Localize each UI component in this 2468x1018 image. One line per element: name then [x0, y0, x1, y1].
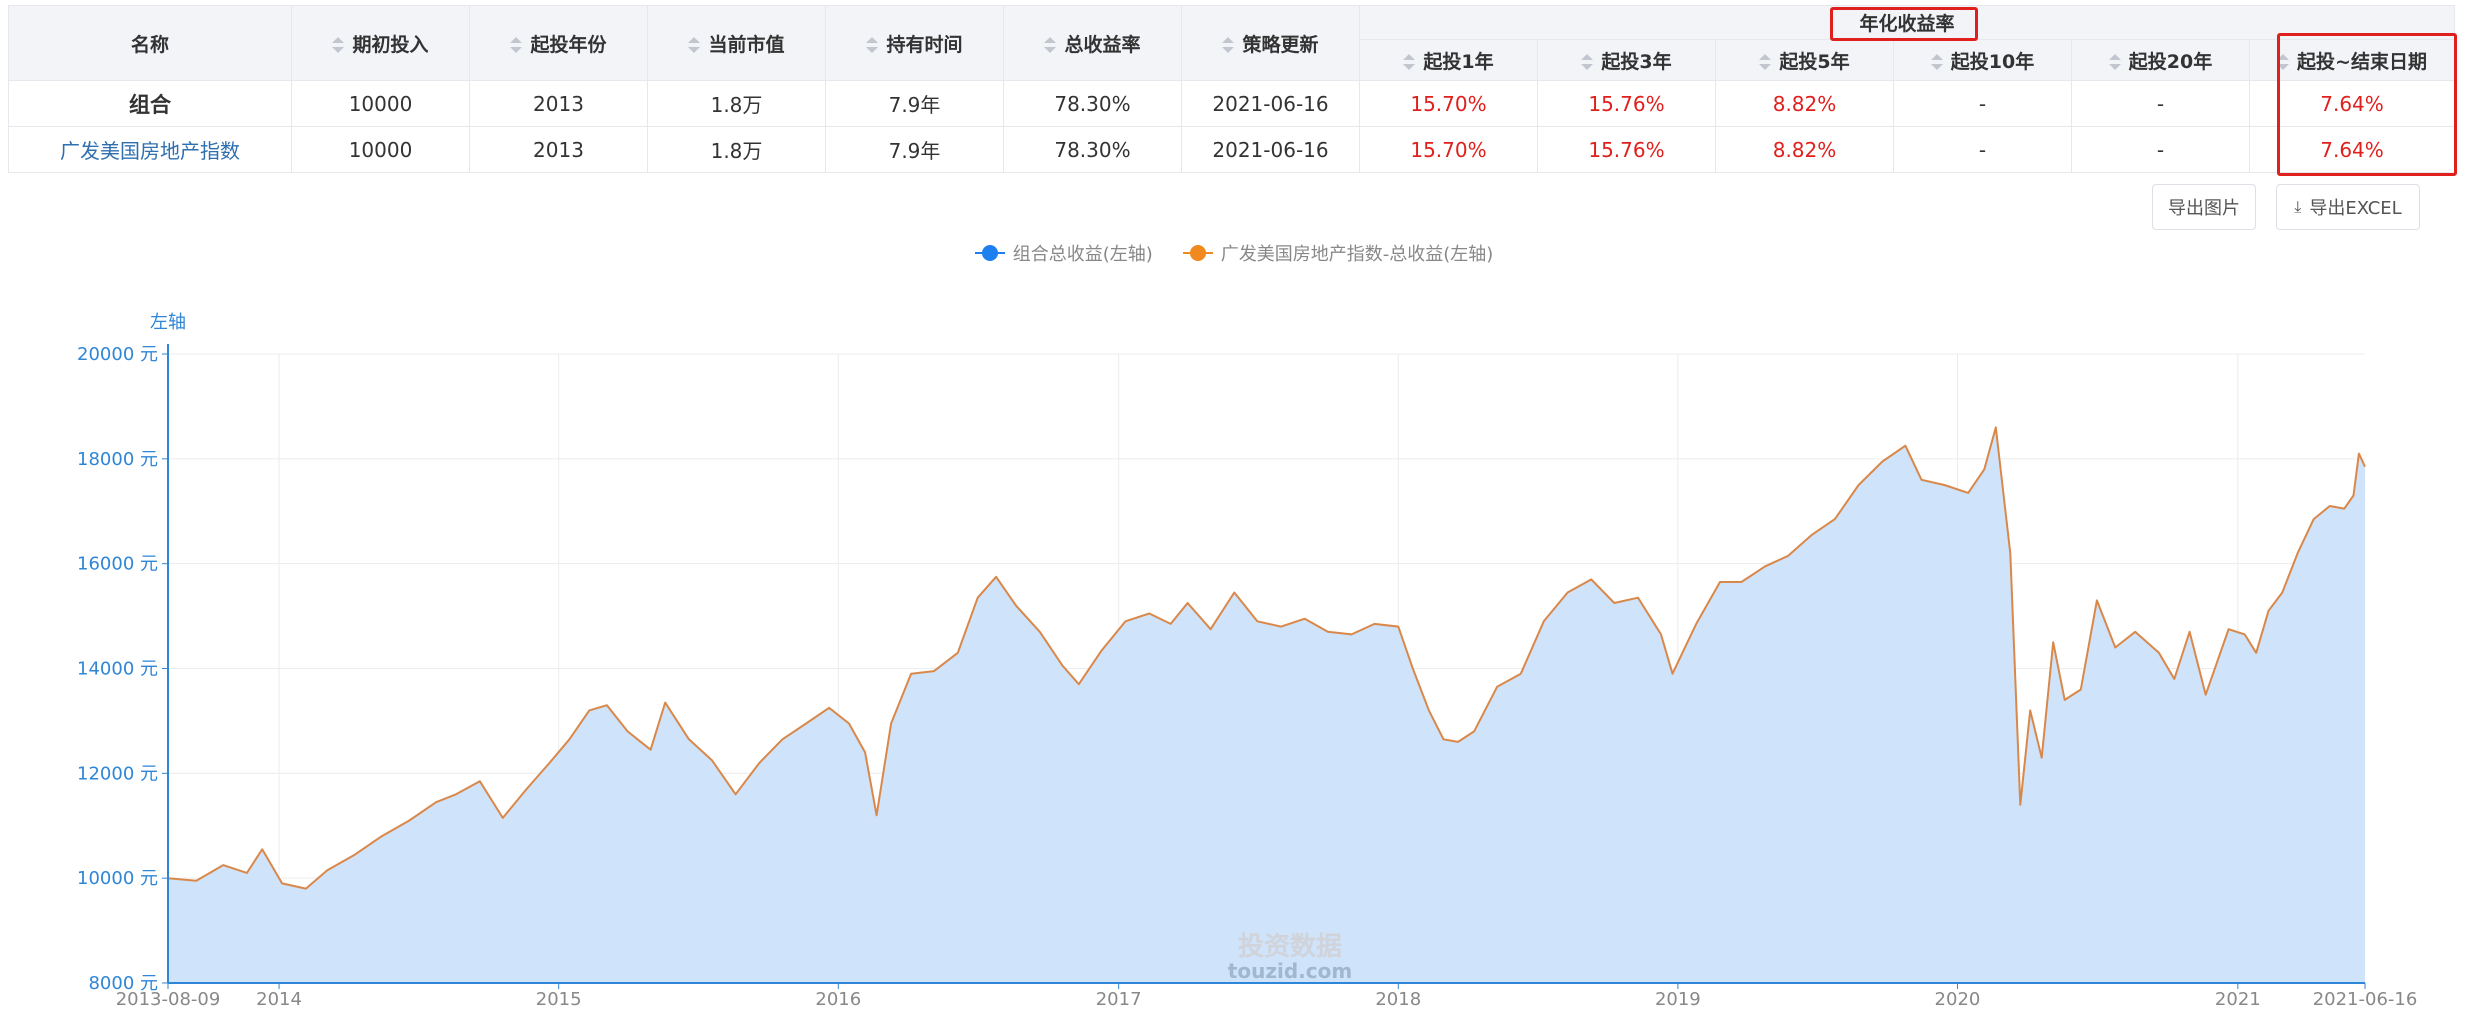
row-name: 组合 — [8, 80, 292, 127]
x-tick-label: 2014 — [256, 989, 302, 1010]
cell-since-start: 7.64% — [2248, 126, 2456, 173]
sort-icon — [866, 37, 879, 53]
col-since-start-header[interactable]: 起投~结束日期 — [2248, 39, 2456, 81]
legend-label: 广发美国房地产指数-总收益(左轴) — [1220, 244, 1494, 265]
cell-strategy-update: 2021-06-16 — [1181, 126, 1360, 173]
cell-holding-time: 7.9年 — [825, 80, 1004, 127]
annualized-return-group-header: 年化收益率 — [1358, 5, 2456, 40]
col-y10-header[interactable]: 起投10年 — [1893, 39, 2072, 81]
series-area-fill — [168, 427, 2365, 983]
download-icon: ⤓ — [2294, 197, 2302, 216]
cell-total-return: 78.30% — [1003, 126, 1182, 173]
col-name-header: 名称 — [8, 5, 292, 81]
sort-icon — [1222, 37, 1235, 53]
sort-icon — [2108, 54, 2121, 70]
y-tick-label: 10000 元 — [77, 868, 158, 889]
cell-y10: - — [1893, 80, 2072, 127]
cell-y3: 15.76% — [1537, 126, 1716, 173]
cell-y5: 8.82% — [1715, 80, 1894, 127]
sort-icon — [1581, 54, 1594, 70]
x-tick-label: 2016 — [815, 989, 861, 1010]
cell-y10: - — [1893, 126, 2072, 173]
cell-holding-time: 7.9年 — [825, 126, 1004, 173]
x-tick-label: 2017 — [1096, 989, 1142, 1010]
series-area-layer — [167, 426, 2366, 983]
cell-strategy-update: 2021-06-16 — [1181, 80, 1360, 127]
sort-icon — [1930, 54, 1943, 70]
cell-y1: 15.70% — [1359, 80, 1538, 127]
series-line — [167, 426, 2366, 890]
chart-legend: 组合总收益(左轴) 广发美国房地产指数-总收益(左轴) — [0, 240, 2468, 266]
x-tick-label: 2020 — [1935, 989, 1981, 1010]
col-holding-time-header[interactable]: 持有时间 — [825, 5, 1004, 81]
y-tick-label: 12000 元 — [77, 763, 158, 784]
cell-since-start: 7.64% — [2248, 80, 2456, 127]
sort-icon — [2277, 54, 2290, 70]
cell-start-year: 2013 — [469, 126, 648, 173]
cell-total-return: 78.30% — [1003, 80, 1182, 127]
col-total-return-header[interactable]: 总收益率 — [1003, 5, 1182, 81]
legend-marker-icon — [1182, 244, 1213, 262]
legend-marker-icon — [974, 244, 1005, 262]
export-excel-button[interactable]: ⤓ 导出EXCEL — [2276, 184, 2420, 230]
col-y3-header[interactable]: 起投3年 — [1537, 39, 1716, 81]
y-tick-label: 20000 元 — [77, 344, 158, 365]
col-start-year-header[interactable]: 起投年份 — [469, 5, 648, 81]
sort-icon — [1403, 54, 1416, 70]
returns-table: 名称 期初投入 起投年份 当前市值 持有时间 总收益率 策略更新 年化收益率 起… — [8, 5, 2456, 173]
cell-initial-investment: 10000 — [291, 80, 470, 127]
y-axis-name: 左轴 — [150, 312, 186, 333]
sort-icon — [510, 37, 523, 53]
legend-item-portfolio[interactable]: 组合总收益(左轴) — [974, 240, 1153, 266]
export-excel-label: 导出EXCEL — [2309, 198, 2402, 219]
cell-y1: 15.70% — [1359, 126, 1538, 173]
total-return-chart: 8000 元 10000 元 12000 元 14000 元 16000 元 18000 … — [77, 312, 2417, 1010]
sort-icon — [1759, 54, 1772, 70]
x-tick-label: 2018 — [1375, 989, 1421, 1010]
x-tick-label: 2019 — [1655, 989, 1701, 1010]
legend-label: 组合总收益(左轴) — [1012, 244, 1153, 265]
x-tick-label: 2021-06-16 — [2313, 989, 2418, 1010]
cell-current-value: 1.8万 — [647, 80, 826, 127]
export-image-button[interactable]: 导出图片 — [2152, 184, 2256, 230]
y-tick-label: 8000 元 — [88, 973, 158, 994]
x-tick-label: 2021 — [2215, 989, 2261, 1010]
cell-initial-investment: 10000 — [291, 126, 470, 173]
col-initial-investment-header[interactable]: 期初投入 — [291, 5, 470, 81]
cell-y20: - — [2071, 126, 2250, 173]
row-name-link[interactable]: 广发美国房地产指数 — [8, 126, 292, 173]
cell-y20: - — [2071, 80, 2250, 127]
export-image-label: 导出图片 — [2168, 198, 2240, 219]
cell-y3: 15.76% — [1537, 80, 1716, 127]
cell-current-value: 1.8万 — [647, 126, 826, 173]
y-tick-label: 14000 元 — [77, 659, 158, 680]
cell-y5: 8.82% — [1715, 126, 1894, 173]
table-row: 组合 10000 2013 1.8万 7.9年 78.30% 2021-06-1… — [8, 80, 2456, 127]
cell-start-year: 2013 — [469, 80, 648, 127]
legend-item-index[interactable]: 广发美国房地产指数-总收益(左轴) — [1182, 240, 1494, 266]
watermark-cn: 投资数据 — [1238, 932, 1342, 962]
axis-layer: 8000 元 10000 元 12000 元 14000 元 16000 元 18000 … — [77, 344, 2417, 1010]
x-tick-label: 2013-08-09 — [116, 989, 221, 1010]
col-y1-header[interactable]: 起投1年 — [1359, 39, 1538, 81]
y-tick-label: 18000 元 — [77, 449, 158, 470]
sort-icon — [332, 37, 345, 53]
x-tick-label: 2015 — [536, 989, 582, 1010]
sort-icon — [1044, 37, 1057, 53]
col-y5-header[interactable]: 起投5年 — [1715, 39, 1894, 81]
col-current-value-header[interactable]: 当前市值 — [647, 5, 826, 81]
table-row: 广发美国房地产指数 10000 2013 1.8万 7.9年 78.30% 20… — [8, 126, 2456, 173]
col-y20-header[interactable]: 起投20年 — [2071, 39, 2250, 81]
sort-icon — [688, 37, 701, 53]
y-tick-label: 16000 元 — [77, 554, 158, 575]
watermark-en: touzid.com — [1228, 959, 1352, 983]
col-strategy-update-header[interactable]: 策略更新 — [1181, 5, 1360, 81]
